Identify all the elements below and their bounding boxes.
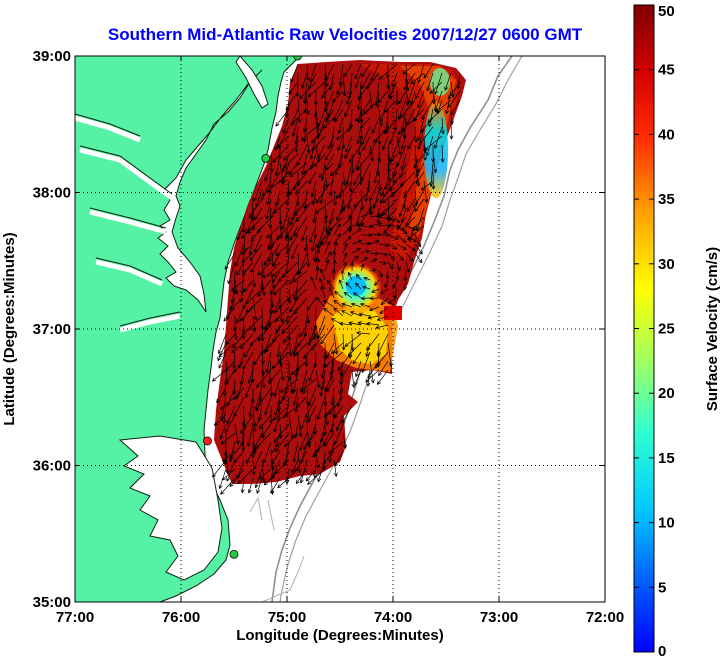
hf-radar-station-3 [203,436,212,446]
hf-radar-station-1 [293,56,302,61]
y-tick-label: 38:00 [33,185,71,202]
y-ticks: 39:00 38:00 37:00 36:00 35:00 [33,48,605,611]
x-tick-label: 72:00 [586,609,624,626]
colorbar-tick-label: 5 [658,579,666,596]
colorbar-tick-label: 10 [658,515,675,532]
offshore-low-speed-band [424,102,448,198]
bathymetry-contour [249,496,305,602]
x-tick-label: 77:00 [56,609,94,626]
colorbar-tick-label: 30 [658,256,675,273]
tributaries [75,115,181,333]
hf-radar-station-4 [229,549,239,559]
colorbar-tick-label: 20 [658,385,675,402]
colorbar-tick-label: 35 [658,191,675,208]
grid [75,56,605,602]
chesapeake-bay [157,69,263,313]
y-tick-label: 37:00 [33,321,71,338]
velocity-arrow-vectors [211,63,461,495]
colorbar-tick-label: 25 [658,321,675,338]
pamlico-sound [118,435,223,581]
stations [203,56,302,559]
colorbar-label: Surface Velocity (cm/s) [704,247,721,411]
velocity-arrows [211,63,461,495]
delaware-bay [235,56,269,109]
x-tick-label: 76:00 [162,609,200,626]
y-axis-label: Latitude (Degrees:Minutes) [1,232,18,425]
colorbar-tick-label: 40 [658,126,675,143]
colorbar-tick-label: 15 [658,450,675,467]
colorbar-tick-label: 50 [658,3,675,20]
tributary-outlines [75,113,181,327]
eddy-yellow-region [332,304,388,364]
x-tick-label: 75:00 [268,609,306,626]
colorbar-tick-label: 45 [658,62,675,79]
y-tick-label: 39:00 [33,48,71,65]
y-tick-label: 35:00 [33,594,71,611]
hf-radar-station-2 [261,153,271,163]
x-ticks: 77:00 76:00 75:00 74:00 73:00 72:00 [56,56,624,626]
colorbar-tick-label: 0 [658,643,666,659]
x-axis-label: Longitude (Degrees:Minutes) [236,627,444,644]
chart-title: Southern Mid-Atlantic Raw Velocities 200… [108,25,583,44]
x-tick-label: 74:00 [374,609,412,626]
y-tick-label: 36:00 [33,458,71,475]
x-tick-label: 73:00 [480,609,518,626]
